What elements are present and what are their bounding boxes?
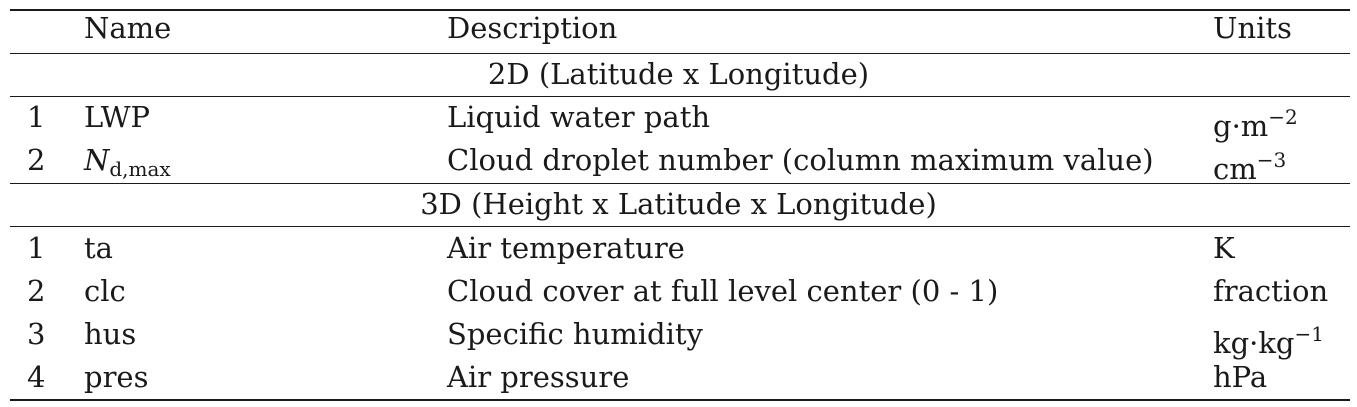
section-rule-2d: [10, 96, 1350, 97]
row-unit: kg·kg−1: [1213, 314, 1324, 363]
row-index: 4: [27, 360, 46, 394]
row-description: Cloud droplet number (column maximum val…: [447, 143, 1154, 177]
row-name: Nd,max: [84, 140, 171, 189]
row-name: hus: [84, 317, 137, 351]
row-name: pres: [84, 360, 149, 394]
header-description: Description: [447, 11, 618, 45]
bottom-rule: [10, 399, 1350, 401]
section-divider: [10, 183, 1350, 184]
unit-exponent: −1: [1294, 322, 1324, 346]
row-unit: hPa: [1213, 360, 1268, 394]
row-description: Specific humidity: [447, 317, 703, 351]
row-index: 1: [27, 231, 46, 265]
row-description: Cloud cover at full level center (0 - 1): [447, 274, 999, 308]
row-index: 3: [27, 317, 46, 351]
row-index: 2: [27, 274, 46, 308]
row-name: clc: [84, 274, 126, 308]
unit-base: g·m: [1213, 109, 1269, 143]
row-index: 2: [27, 143, 46, 177]
row-index: 1: [27, 100, 46, 134]
row-description: Liquid water path: [447, 100, 711, 134]
row-unit: fraction: [1213, 274, 1329, 308]
section-rule-3d: [10, 226, 1350, 227]
top-rule: [10, 9, 1350, 11]
name-subscript: d,max: [109, 157, 171, 181]
header-name: Name: [84, 11, 172, 45]
name-base: N: [84, 143, 110, 177]
row-unit: K: [1213, 231, 1235, 265]
section-title-2d: 2D (Latitude x Longitude): [487, 57, 870, 91]
unit-base: kg·kg: [1213, 326, 1295, 360]
section-title-3d: 3D (Height x Latitude x Longitude): [420, 187, 937, 221]
header-units: Units: [1213, 11, 1292, 45]
row-name: ta: [84, 231, 113, 265]
row-description: Air temperature: [447, 231, 685, 265]
row-name: LWP: [84, 100, 151, 134]
row-unit: g·m−2: [1213, 97, 1298, 146]
header-rule: [10, 53, 1350, 54]
unit-exponent: −3: [1256, 148, 1287, 172]
unit-base: cm: [1213, 152, 1257, 186]
row-description: Air pressure: [447, 360, 630, 394]
row-unit: cm−3: [1213, 140, 1286, 189]
unit-exponent: −2: [1268, 105, 1298, 129]
